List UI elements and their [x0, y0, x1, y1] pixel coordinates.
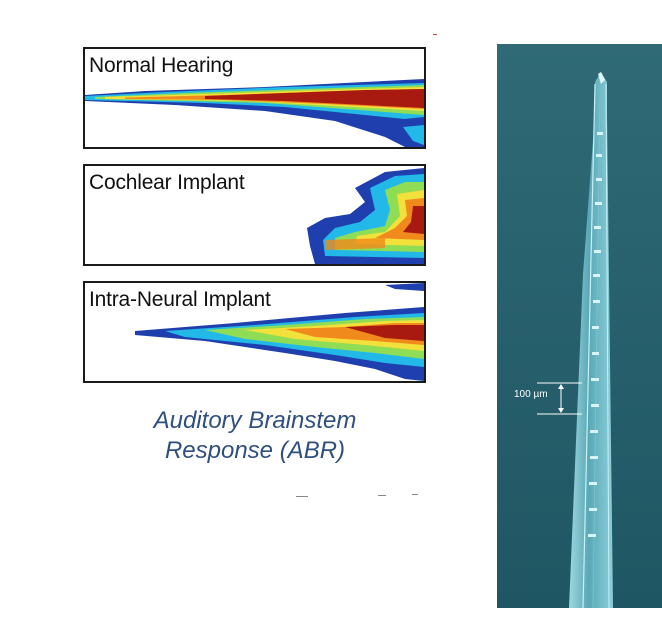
stray-mark: [378, 495, 386, 496]
stray-mark: [296, 496, 308, 497]
intra-neural-implant-heatmap: [135, 283, 424, 381]
normal-hearing-heatmap: [85, 79, 424, 147]
probe-micrograph: [497, 44, 662, 608]
cochlear-implant-panel: Cochlear Implant: [83, 164, 426, 266]
panel-label-intra-neural-implant: Intra-Neural Implant: [89, 288, 271, 311]
caption-line-2: Response (ABR): [164, 437, 346, 464]
intra-neural-implant-panel: Intra-Neural Implant: [83, 281, 426, 383]
stray-mark: [412, 494, 418, 495]
cochlear-implant-heatmap: [307, 168, 424, 264]
normal-hearing-panel: Normal Hearing: [83, 47, 426, 149]
panel-label-normal-hearing: Normal Hearing: [89, 54, 234, 77]
panel-label-cochlear-implant: Cochlear Implant: [89, 171, 245, 194]
scale-bar-label: 100 µm: [514, 389, 548, 400]
caption-line-1: Auditory Brainstem: [153, 407, 357, 434]
stray-mark: [433, 34, 437, 35]
